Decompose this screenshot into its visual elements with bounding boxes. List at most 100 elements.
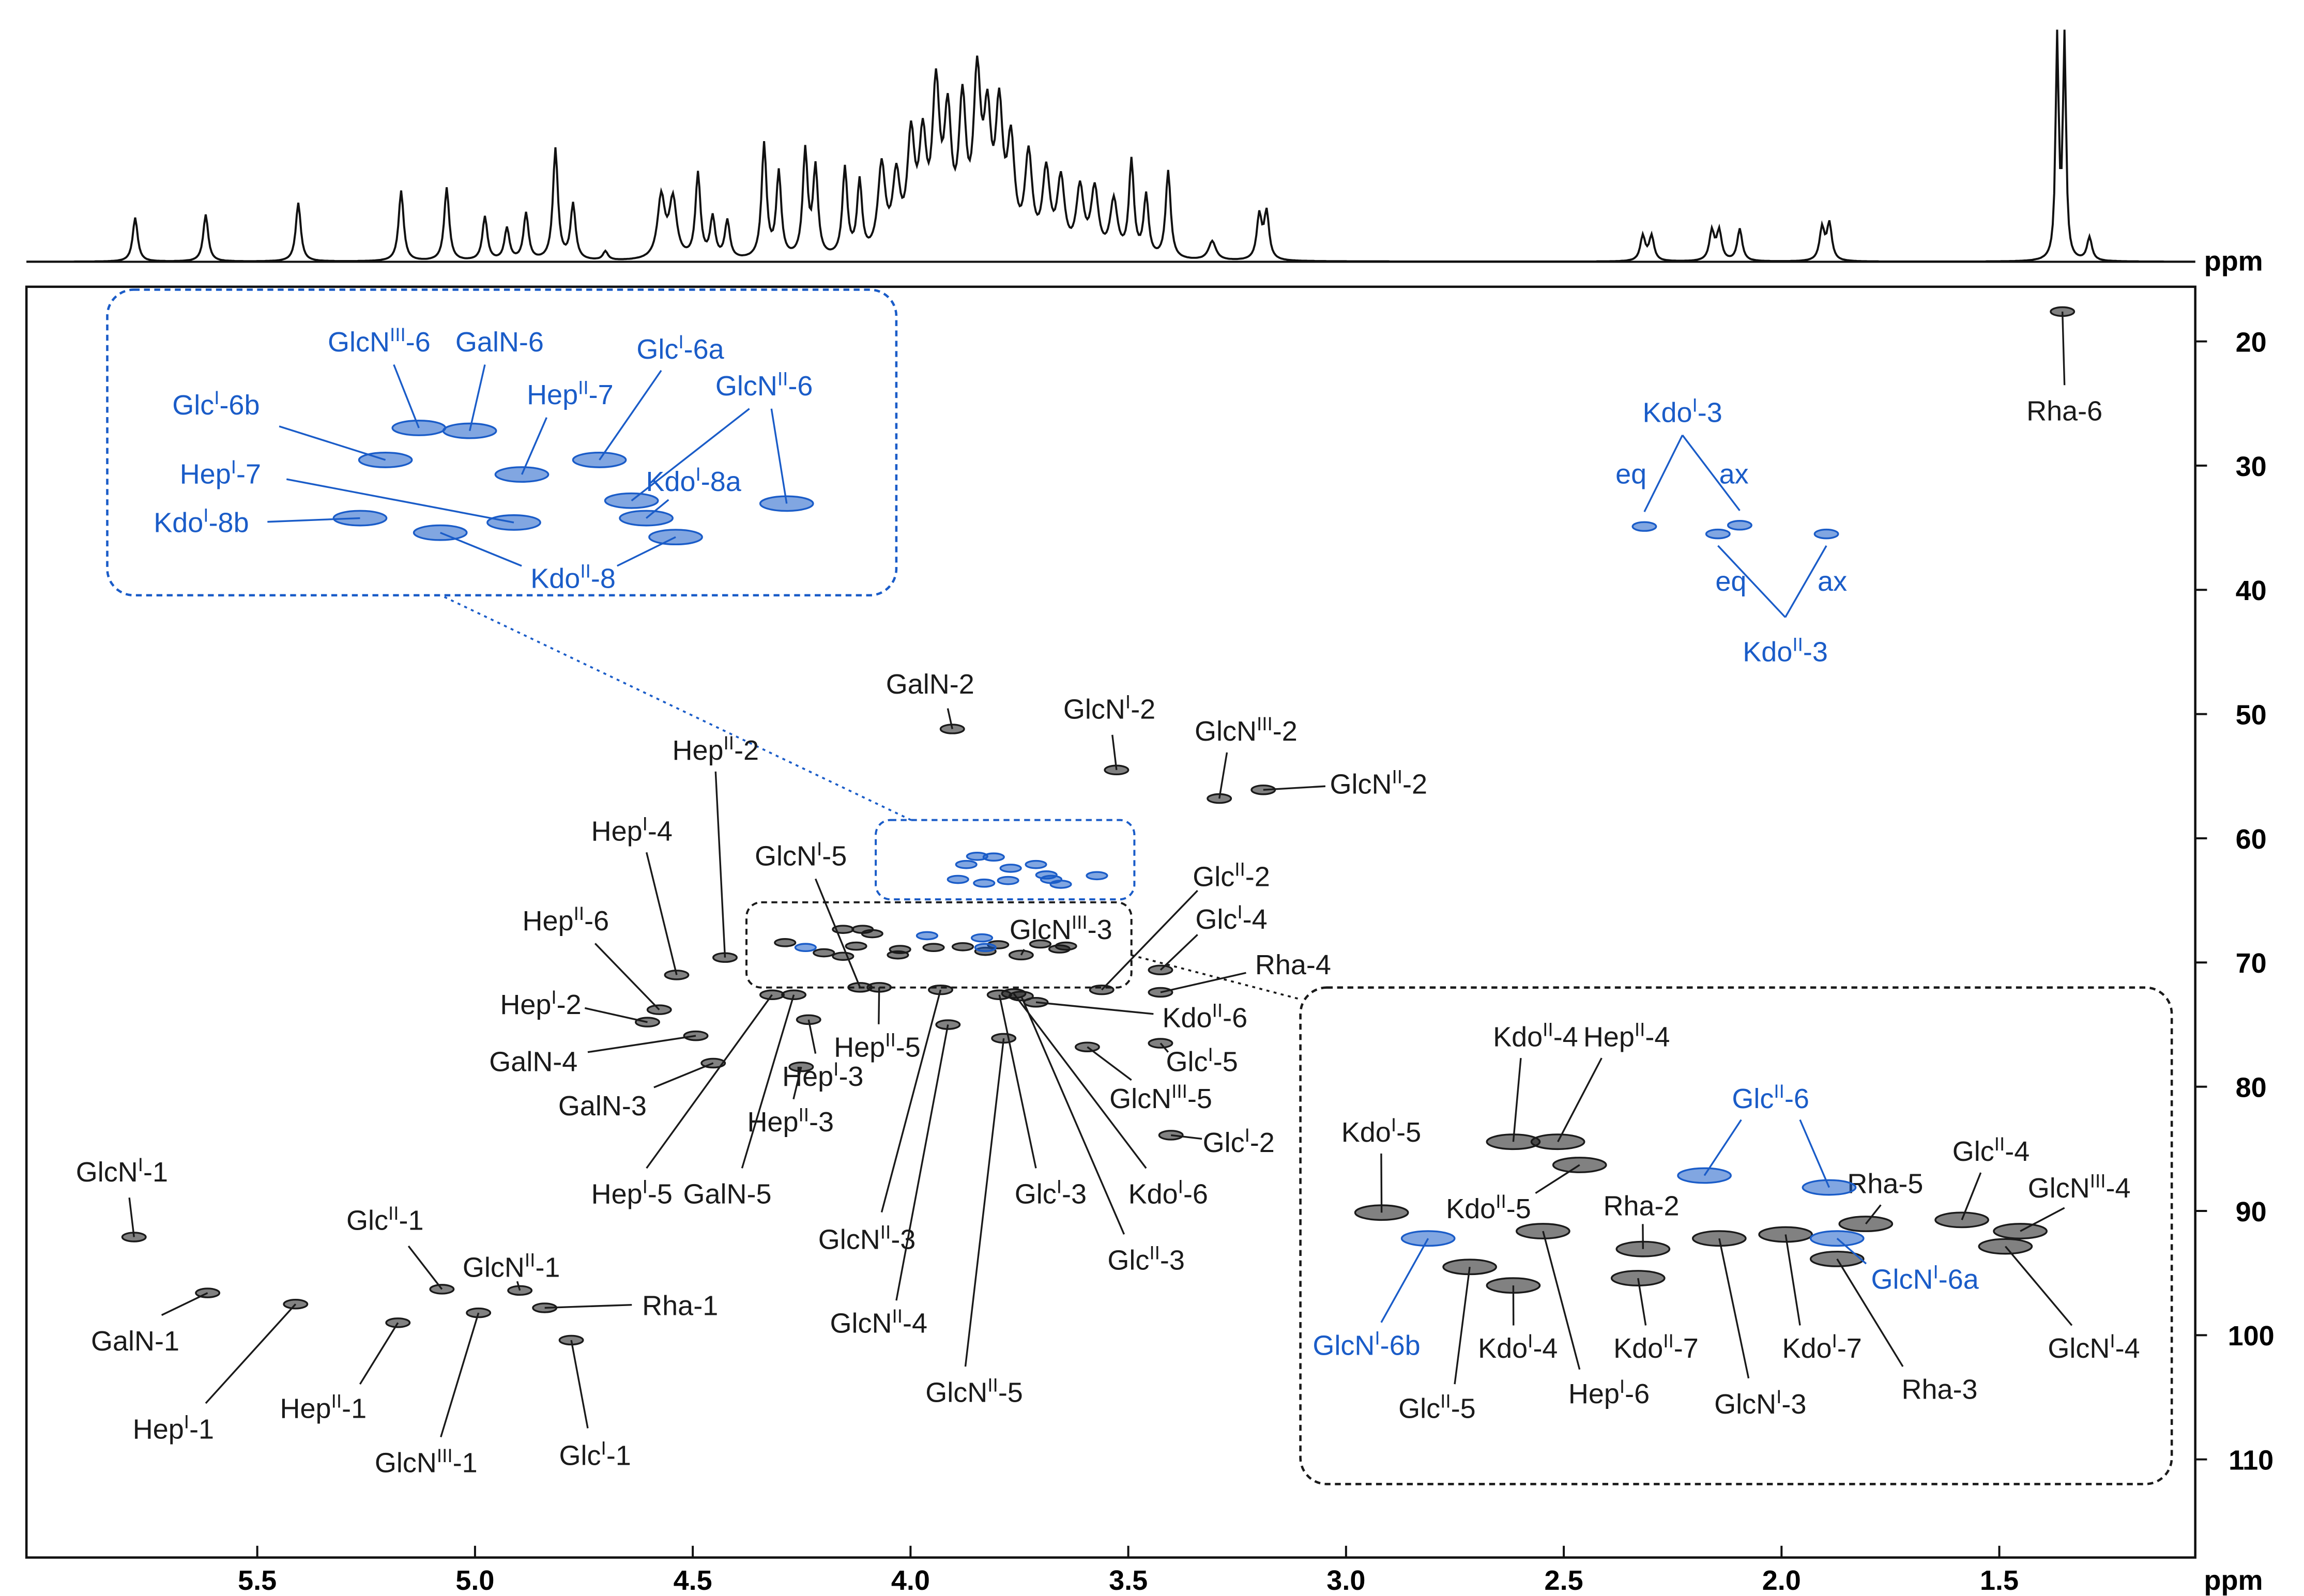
- label-part: -5: [1451, 1393, 1476, 1424]
- label-part: GlcN: [2028, 1173, 2090, 1204]
- label-part: II: [880, 1222, 891, 1243]
- label-part: -5: [1506, 1193, 1531, 1224]
- leader-line: [267, 517, 360, 523]
- cross-peak: [283, 1299, 309, 1310]
- x-tick-label: 2.5: [1545, 1565, 1583, 1596]
- cross-peak: [1758, 1226, 1813, 1243]
- peak-label: GlcI-4: [1195, 901, 1267, 935]
- label-part: Hep: [591, 816, 643, 847]
- peak-label: Rha-2: [1604, 1190, 1680, 1221]
- peak-label: GalN-4: [489, 1047, 577, 1078]
- y-tick-label: 110: [2229, 1445, 2274, 1476]
- zoom-region: [745, 901, 1133, 989]
- label-part: I: [1692, 394, 1698, 416]
- leader-line: [964, 1038, 1005, 1367]
- label-part: GalN-1: [91, 1326, 179, 1357]
- label-part: I: [214, 387, 219, 408]
- leader-line: [599, 370, 662, 461]
- label-part: II: [1392, 766, 1402, 788]
- inset-box: [106, 288, 898, 597]
- label-part: -1: [342, 1393, 367, 1424]
- label-part: -7: [589, 379, 614, 410]
- label-part: -6b: [219, 390, 260, 421]
- label-part: -4: [2105, 1173, 2130, 1204]
- label-part: II: [1234, 859, 1245, 880]
- leader-line: [205, 1303, 297, 1404]
- leader-line: [1160, 972, 1246, 993]
- leader-line: [1020, 995, 1125, 1235]
- label-part: -1: [606, 1440, 631, 1471]
- peak-label: GlcNIII-3: [1010, 912, 1112, 945]
- label-part: I: [678, 331, 683, 352]
- peak-label: GalN-6: [455, 327, 544, 358]
- peak-label: GlcNI-6a: [1871, 1261, 1979, 1295]
- label-part: -5: [648, 1179, 673, 1210]
- leader-line: [1380, 1153, 1383, 1213]
- label-part: Kdo: [1446, 1193, 1496, 1224]
- leader-line: [1643, 435, 1684, 513]
- peak-label: GlcNII-6: [715, 368, 813, 402]
- label-part: -3: [838, 1061, 863, 1092]
- peak-label: GlcNII-1: [463, 1250, 560, 1283]
- label-part: GlcN: [830, 1308, 892, 1339]
- peak-label: KdoII-4: [1493, 1019, 1578, 1052]
- leader-line: [1218, 752, 1228, 799]
- label-part: Kdo: [1128, 1179, 1178, 1210]
- peak-label: KdoI-8a: [646, 464, 741, 497]
- leader-line: [807, 1019, 817, 1054]
- peak-label: GlcNIII-1: [375, 1445, 478, 1479]
- label-part: I: [1178, 1176, 1183, 1198]
- label-part: I: [203, 505, 208, 526]
- peak-label: Rha-4: [1255, 949, 1331, 980]
- peak-label: HepII-7: [527, 377, 614, 410]
- label-part: Rha-4: [1255, 949, 1331, 980]
- y-tick-label: 90: [2236, 1196, 2267, 1227]
- label-part: -5: [1213, 1047, 1238, 1078]
- label-part: Glc: [1732, 1083, 1774, 1114]
- label-part: -7: [236, 459, 261, 490]
- label-part: I: [184, 1411, 189, 1432]
- label-part: Glc: [172, 390, 214, 421]
- label-part: GalN-2: [886, 669, 974, 700]
- label-part: Rha-6: [2026, 395, 2102, 426]
- label-part: III: [1171, 1081, 1187, 1102]
- label-part: Glc: [1015, 1179, 1057, 1210]
- leader-line: [2020, 1207, 2065, 1232]
- y-tick-label: 100: [2228, 1321, 2275, 1352]
- leader-line: [1101, 889, 1198, 991]
- leader-line: [1454, 1267, 1471, 1385]
- label-part: -7: [1837, 1333, 1862, 1364]
- label-part: I: [1057, 1176, 1062, 1198]
- label-part: Kdo: [154, 508, 203, 539]
- peak-label: HepII-2: [672, 732, 759, 766]
- label-part: II: [580, 561, 591, 582]
- label-part: Glc: [1107, 1245, 1149, 1276]
- label-part: I: [1245, 1125, 1250, 1146]
- label-part: II: [1774, 1081, 1784, 1102]
- peak-label: HepI-5: [591, 1176, 673, 1210]
- leader-line: [631, 408, 750, 502]
- cross-peak: [1049, 880, 1072, 889]
- cross-peak: [922, 943, 945, 953]
- label-part: Rha-1: [642, 1291, 718, 1322]
- leader-line: [646, 852, 678, 975]
- label-part: GlcN: [328, 327, 390, 358]
- leader-line: [947, 708, 953, 729]
- x-tick-label: 5.0: [455, 1565, 494, 1596]
- peak-label: KdoI-4: [1478, 1330, 1558, 1364]
- label-part: Glc: [1398, 1393, 1440, 1424]
- cross-peak: [1048, 944, 1071, 954]
- label-part: -3: [1803, 637, 1828, 668]
- leader-line: [1087, 1046, 1132, 1081]
- peak-label: GlcNIII-6: [328, 324, 431, 358]
- leader-line: [741, 994, 795, 1169]
- cross-peak: [683, 1030, 709, 1041]
- cross-peak: [997, 876, 1019, 885]
- cross-peak: [832, 925, 855, 934]
- leader-line: [617, 536, 676, 567]
- leader-line: [1263, 785, 1326, 791]
- label-part: ax: [1719, 459, 1749, 490]
- peak-label: GalN-5: [683, 1179, 772, 1210]
- label-part: -6b: [1380, 1330, 1421, 1361]
